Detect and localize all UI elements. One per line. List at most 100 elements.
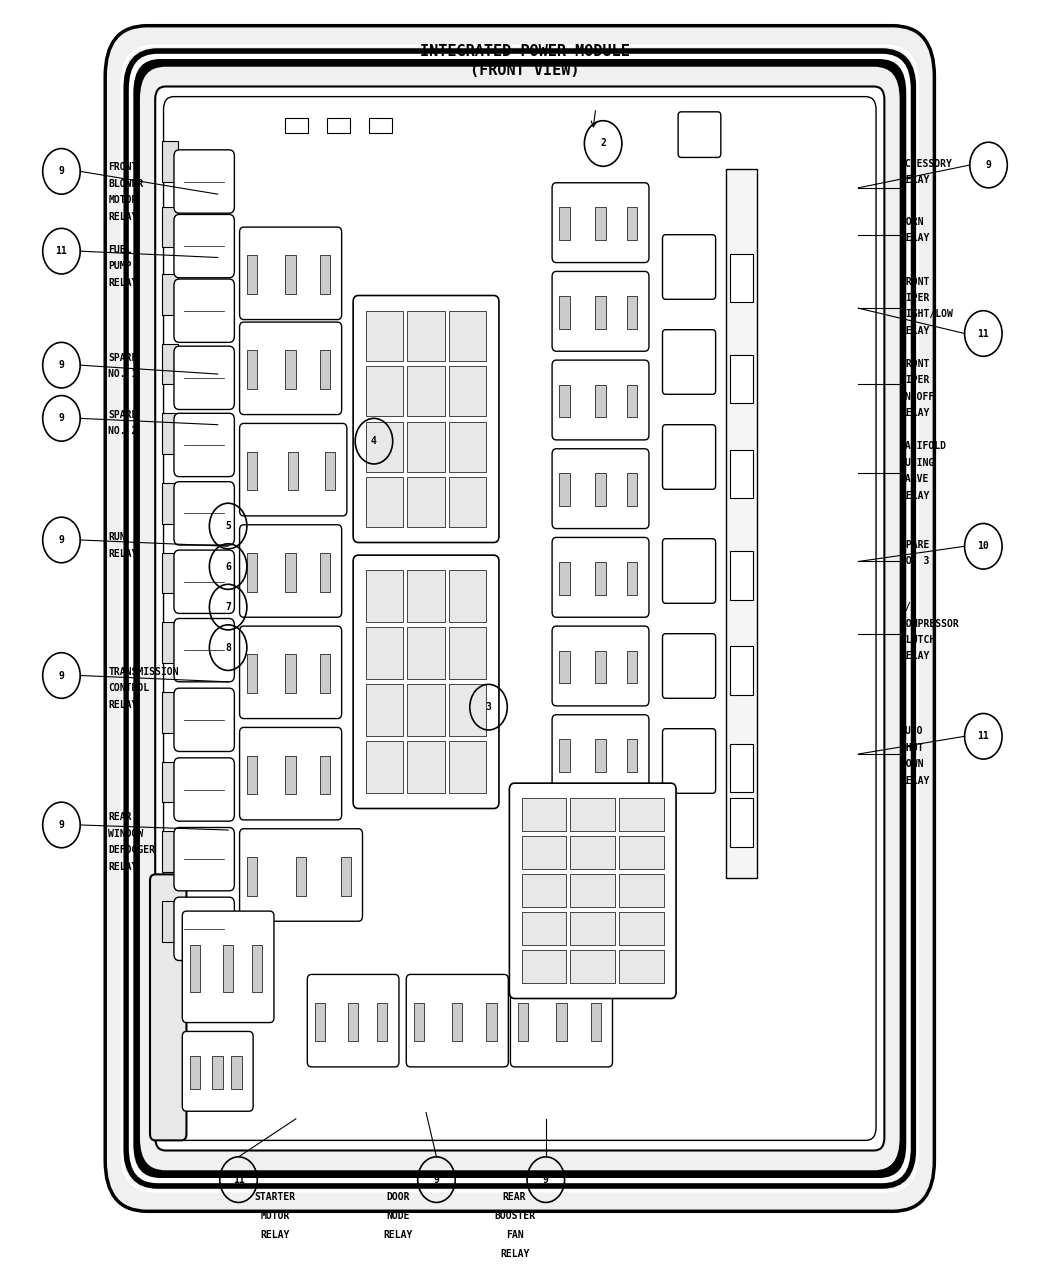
Text: COMPRESSOR: COMPRESSOR	[900, 618, 959, 629]
FancyBboxPatch shape	[174, 688, 234, 751]
FancyBboxPatch shape	[174, 482, 234, 544]
FancyBboxPatch shape	[663, 330, 716, 394]
Bar	[627, 208, 637, 240]
Bar	[163, 207, 178, 247]
Bar	[595, 208, 606, 240]
Bar	[730, 450, 753, 499]
FancyBboxPatch shape	[678, 112, 721, 157]
Bar	[320, 756, 330, 794]
Text: 9: 9	[59, 360, 64, 370]
FancyBboxPatch shape	[239, 626, 341, 719]
Text: SHUT: SHUT	[900, 742, 924, 752]
Bar	[449, 477, 486, 528]
Bar	[620, 913, 664, 945]
Bar	[407, 366, 445, 417]
Text: RELAY: RELAY	[900, 233, 929, 244]
Text: DOWN: DOWN	[900, 759, 924, 769]
Bar	[730, 646, 753, 695]
Text: 3: 3	[485, 703, 491, 713]
Bar	[163, 692, 178, 733]
Text: CONTROL: CONTROL	[108, 683, 149, 694]
Bar	[595, 650, 606, 683]
FancyBboxPatch shape	[174, 550, 234, 613]
Bar	[453, 1002, 462, 1042]
Text: RELAY: RELAY	[108, 700, 138, 710]
Text: RUN: RUN	[108, 533, 126, 542]
Text: STARTER: STARTER	[254, 1192, 295, 1202]
FancyBboxPatch shape	[239, 227, 341, 320]
Text: 9: 9	[986, 161, 991, 170]
Bar	[320, 654, 330, 692]
FancyBboxPatch shape	[552, 272, 649, 351]
Bar	[247, 654, 257, 692]
Text: RELAY: RELAY	[108, 212, 138, 222]
Bar	[570, 913, 615, 945]
Text: 5: 5	[225, 521, 231, 530]
Text: 9: 9	[59, 671, 64, 681]
Bar	[288, 451, 298, 491]
Bar	[449, 741, 486, 793]
Bar	[560, 740, 570, 773]
Bar	[730, 254, 753, 302]
FancyBboxPatch shape	[174, 618, 234, 682]
Bar	[163, 142, 178, 181]
Text: HIGHT/LOW: HIGHT/LOW	[900, 310, 952, 320]
Bar	[286, 351, 296, 389]
Text: BLOWER: BLOWER	[108, 179, 144, 189]
Bar	[449, 685, 486, 736]
Text: FUEL: FUEL	[108, 245, 132, 255]
FancyBboxPatch shape	[552, 449, 649, 529]
Bar	[627, 562, 637, 594]
FancyBboxPatch shape	[239, 525, 341, 617]
Text: NO. 2: NO. 2	[108, 426, 138, 436]
FancyBboxPatch shape	[663, 729, 716, 793]
Bar	[320, 553, 330, 592]
Text: 4: 4	[371, 436, 377, 446]
FancyBboxPatch shape	[150, 875, 187, 1140]
Bar	[522, 950, 566, 983]
FancyBboxPatch shape	[174, 827, 234, 891]
Text: RELAY: RELAY	[108, 862, 138, 872]
FancyBboxPatch shape	[552, 538, 649, 617]
Bar	[627, 740, 637, 773]
Text: REAR: REAR	[108, 812, 132, 822]
Text: ON/OFF: ON/OFF	[900, 391, 936, 402]
Bar	[163, 761, 178, 802]
Bar	[163, 552, 178, 593]
Bar	[449, 366, 486, 417]
Bar	[627, 650, 637, 683]
Bar	[595, 740, 606, 773]
Text: NO. 1: NO. 1	[108, 368, 138, 379]
Bar	[407, 627, 445, 680]
Bar	[326, 451, 335, 491]
Bar	[560, 208, 570, 240]
Bar	[365, 477, 403, 528]
Bar	[247, 255, 257, 295]
Bar	[627, 296, 637, 329]
Text: RELAY: RELAY	[900, 326, 929, 335]
Text: AUTO: AUTO	[900, 727, 924, 736]
Text: 9: 9	[434, 1174, 439, 1184]
Text: RELAY: RELAY	[900, 408, 929, 418]
Bar	[286, 255, 296, 295]
FancyBboxPatch shape	[239, 323, 341, 414]
Text: 8: 8	[225, 643, 231, 653]
Bar	[595, 296, 606, 329]
Text: CLUTCH: CLUTCH	[900, 635, 936, 645]
Text: WIPER: WIPER	[900, 293, 929, 303]
Bar	[348, 1002, 358, 1042]
FancyBboxPatch shape	[663, 539, 716, 603]
Bar	[590, 1002, 601, 1042]
Bar	[328, 119, 350, 134]
Text: RELAY: RELAY	[900, 775, 929, 785]
Bar	[369, 119, 392, 134]
FancyBboxPatch shape	[663, 235, 716, 300]
Text: RELAY: RELAY	[900, 491, 929, 501]
Bar	[223, 945, 233, 992]
Bar	[620, 875, 664, 908]
Text: FRONT: FRONT	[900, 277, 929, 287]
Bar	[570, 875, 615, 908]
Bar	[365, 685, 403, 736]
Bar	[163, 483, 178, 524]
Bar	[486, 1002, 497, 1042]
